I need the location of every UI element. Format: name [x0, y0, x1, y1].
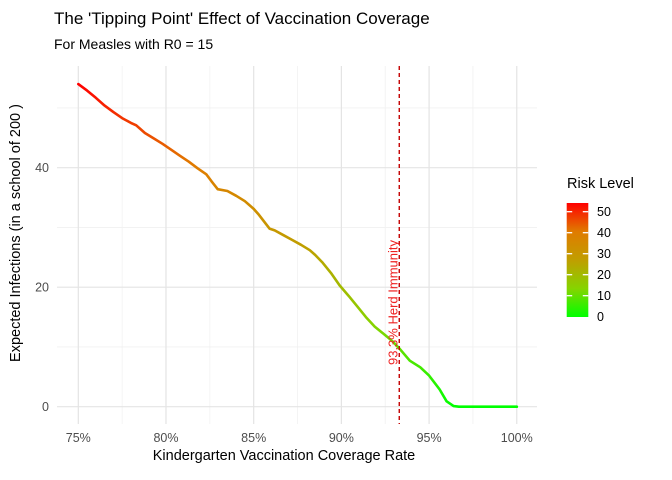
legend-tick-label: 10 — [597, 289, 611, 303]
legend-colorbar — [566, 203, 589, 317]
gridlines-major — [57, 66, 537, 424]
x-tick-label: 100% — [501, 431, 533, 445]
legend-tick-label: 0 — [597, 310, 604, 324]
x-tick-label: 90% — [329, 431, 354, 445]
legend-tick-notches — [566, 211, 589, 297]
x-axis-title: Kindergarten Vaccination Coverage Rate — [152, 448, 416, 464]
legend-tick-label: 50 — [597, 205, 611, 219]
gridlines-minor — [57, 66, 537, 424]
legend-tick-label: 40 — [597, 226, 611, 240]
legend-tick-label: 20 — [597, 268, 611, 282]
infection-curve-line — [77, 82, 519, 408]
x-tick-label: 80% — [153, 431, 178, 445]
y-tick-label: 20 — [35, 281, 49, 295]
chart-title: The 'Tipping Point' Effect of Vaccinatio… — [54, 9, 430, 28]
legend-title: Risk Level — [567, 176, 634, 192]
x-tick-label: 85% — [241, 431, 266, 445]
x-tick-label: 75% — [66, 431, 91, 445]
herd-immunity-label: 93.3% Herd Immunity — [385, 240, 400, 365]
y-tick-label: 40 — [35, 161, 49, 175]
y-tick-label: 0 — [42, 400, 49, 414]
chart-subtitle: For Measles with R0 = 15 — [54, 36, 214, 52]
x-tick-label: 95% — [417, 431, 442, 445]
legend-tick-label: 30 — [597, 247, 611, 261]
legend-gradient-bar — [566, 203, 589, 317]
axis-tick-labels: 75% 80% 85% 90% 95% 100% 0 20 40 50 40 30 20 10 0 — [35, 161, 611, 445]
